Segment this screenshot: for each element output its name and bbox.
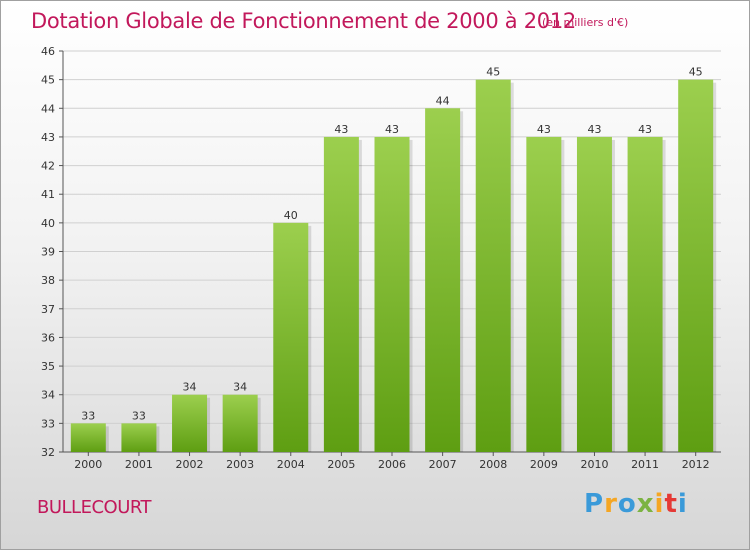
bar (222, 394, 258, 452)
y-tick-label: 40 (41, 217, 55, 230)
bar (526, 136, 562, 452)
bar (678, 79, 714, 453)
y-tick-label: 38 (41, 274, 55, 287)
x-tick-label: 2002 (176, 458, 204, 471)
y-tick-label: 43 (41, 131, 55, 144)
y-tick-label: 37 (41, 303, 55, 316)
data-label: 43 (537, 123, 551, 136)
plot-area: 32 33 34 35 36 37 38 39 40 41 42 43 44 45 46 33 2000 33 20… (41, 45, 721, 471)
y-tick-label: 36 (41, 331, 55, 344)
data-label: 40 (284, 209, 298, 222)
bar (425, 108, 461, 453)
bar (323, 136, 359, 452)
data-label: 43 (334, 123, 348, 136)
chart-subtitle: (en milliers d'€) (542, 16, 629, 29)
commune-name: BULLECOURT (37, 497, 152, 518)
bar (70, 423, 106, 452)
bar (273, 222, 309, 452)
proxiti-logo: Proxiti (584, 489, 688, 519)
data-label: 45 (486, 66, 500, 79)
x-tick-label: 2004 (277, 458, 305, 471)
y-tick-label: 46 (41, 45, 55, 58)
data-label: 33 (132, 409, 146, 422)
y-tick-label: 41 (41, 188, 55, 201)
bar (172, 394, 208, 452)
data-label: 34 (233, 381, 247, 394)
x-tick-label: 2011 (631, 458, 659, 471)
x-tick-label: 2005 (327, 458, 355, 471)
y-tick-label: 33 (41, 417, 55, 430)
bar (121, 423, 157, 452)
data-label: 33 (81, 409, 95, 422)
bar (576, 136, 612, 452)
y-tick-label: 35 (41, 360, 55, 373)
y-tick-label: 45 (41, 74, 55, 87)
y-tick-label: 44 (41, 102, 55, 115)
data-label: 44 (436, 94, 450, 107)
data-label: 43 (638, 123, 652, 136)
y-tick-label: 39 (41, 246, 55, 259)
chart-title: Dotation Globale de Fonctionnement de 20… (31, 9, 576, 33)
data-label: 34 (183, 381, 197, 394)
x-tick-label: 2000 (74, 458, 102, 471)
x-tick-label: 2012 (682, 458, 710, 471)
x-tick-label: 2001 (125, 458, 153, 471)
bar (475, 79, 511, 453)
data-label: 43 (385, 123, 399, 136)
x-tick-label: 2003 (226, 458, 254, 471)
x-tick-label: 2008 (479, 458, 507, 471)
x-tick-label: 2010 (580, 458, 608, 471)
data-label: 43 (587, 123, 601, 136)
x-tick-label: 2006 (378, 458, 406, 471)
x-tick-label: 2009 (530, 458, 558, 471)
bar (627, 136, 663, 452)
data-label: 45 (689, 66, 703, 79)
x-tick-label: 2007 (429, 458, 457, 471)
y-tick-label: 32 (41, 446, 55, 459)
y-tick-label: 42 (41, 160, 55, 173)
y-tick-label: 34 (41, 389, 55, 402)
bar (374, 136, 410, 452)
